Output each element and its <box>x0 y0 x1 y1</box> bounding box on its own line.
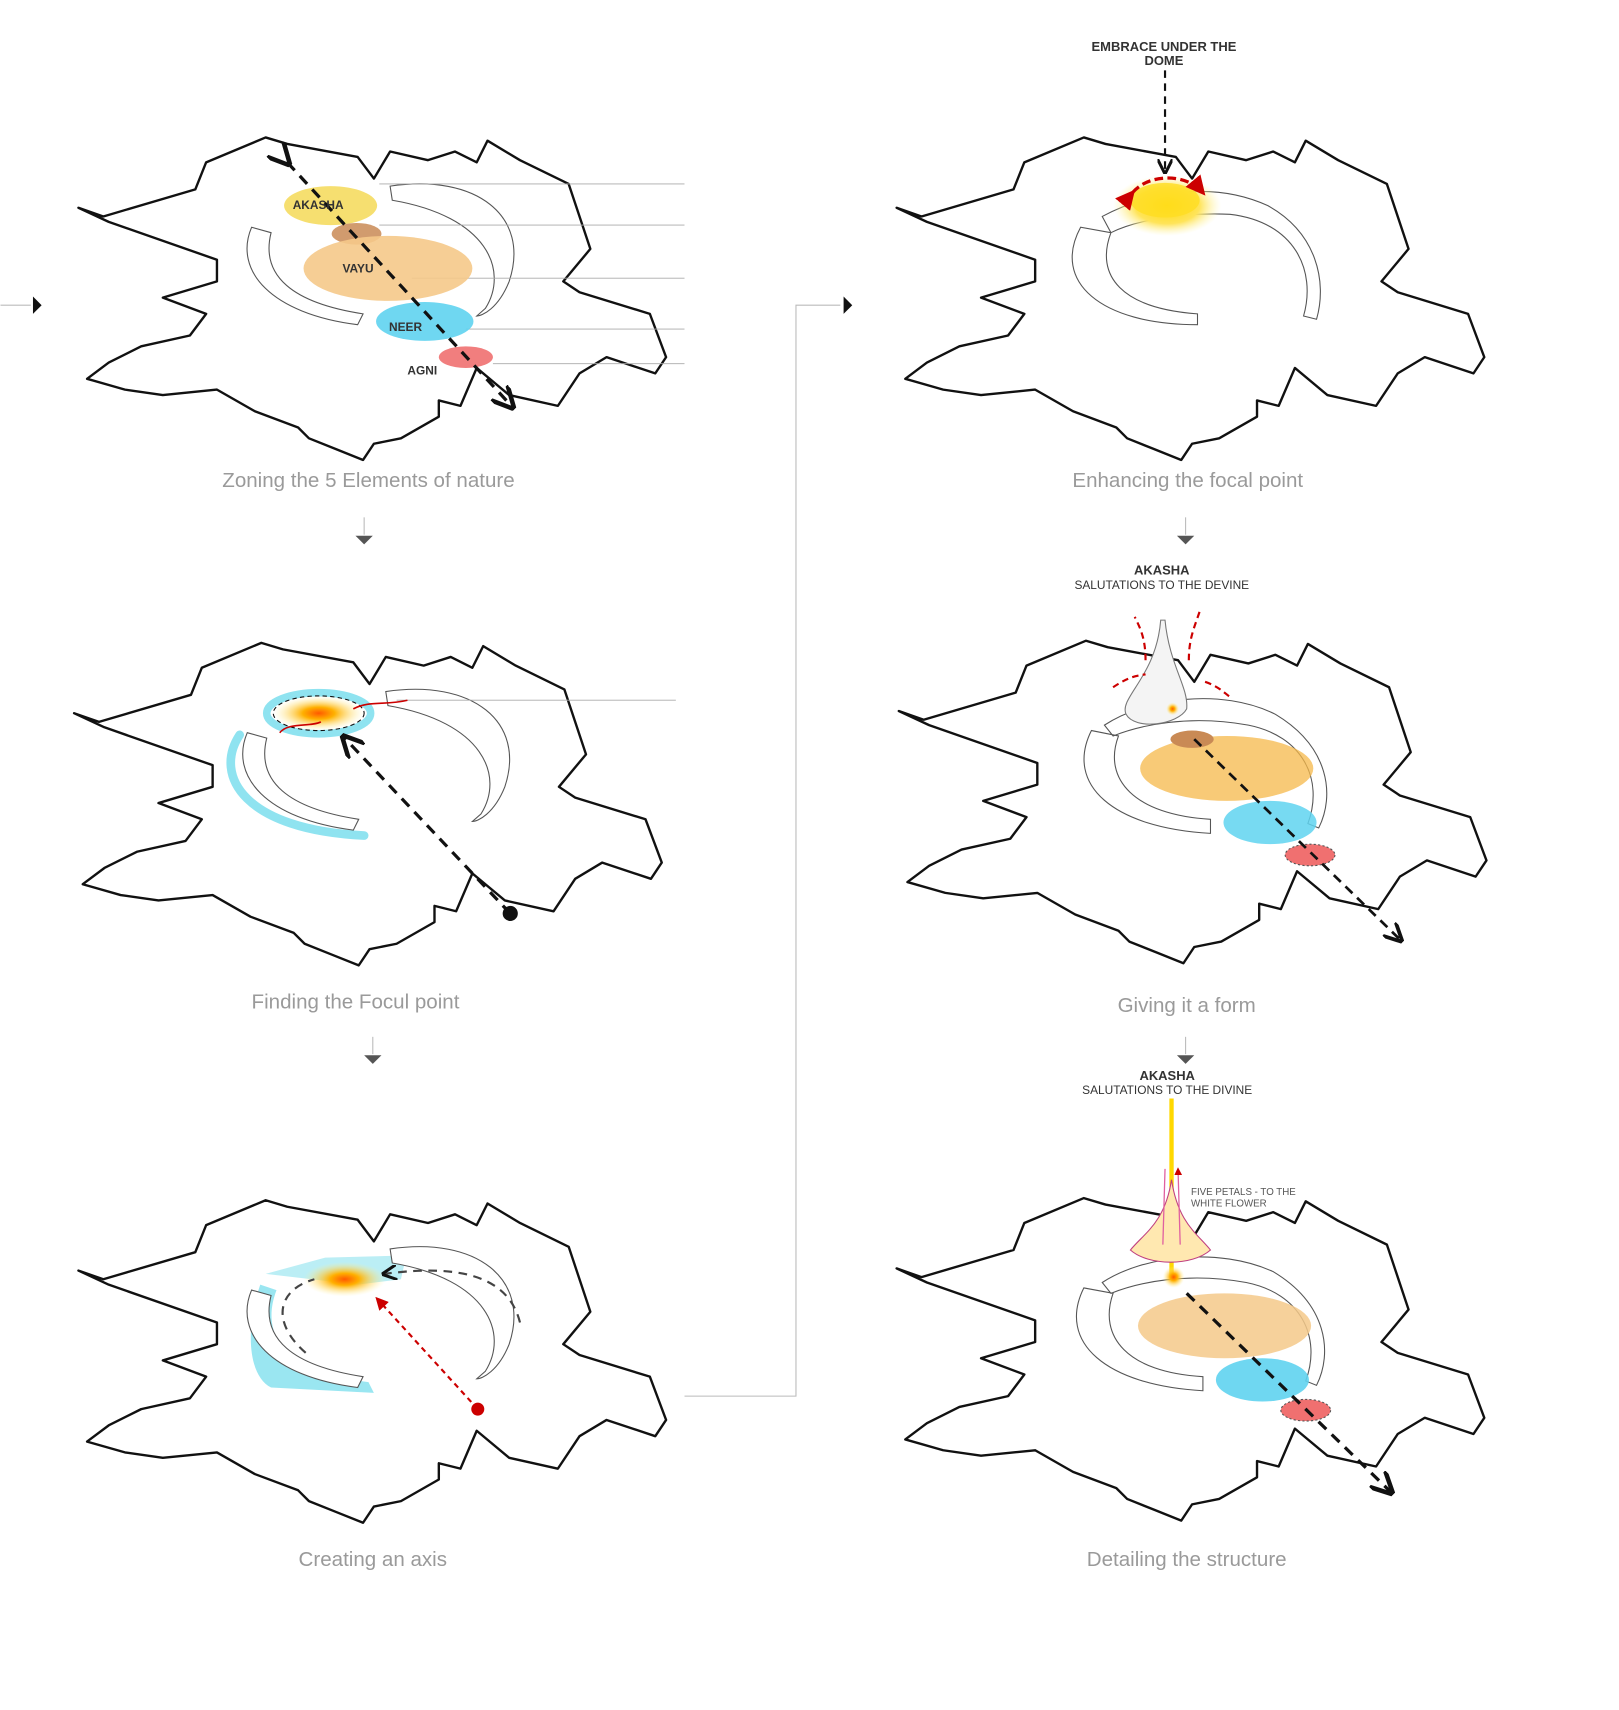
heading: AKASHA <box>1134 563 1190 578</box>
element-label: NEER <box>389 320 422 334</box>
note: DOME <box>1144 53 1183 68</box>
caption: Finding the Focul point <box>252 991 460 1014</box>
subheading: SALUTATIONS TO THE DEVINE <box>1074 578 1249 592</box>
panel-detail: AKASHA SALUTATIONS TO THE DIVINE FIVE PE… <box>895 1068 1486 1571</box>
caption: Enhancing the focal point <box>1072 469 1303 492</box>
element-label: AKASHA <box>293 198 344 212</box>
subheading: SALUTATIONS TO THE DIVINE <box>1082 1083 1252 1097</box>
caption: Giving it a form <box>1118 994 1256 1017</box>
note: WHITE FLOWER <box>1191 1199 1267 1210</box>
panel-focal: Finding the Focul point <box>72 641 676 1014</box>
note: FIVE PETALS - TO THE <box>1191 1187 1296 1198</box>
panel-axis: Creating an axis <box>77 1199 668 1571</box>
panel-form: AKASHA SALUTATIONS TO THE DEVINE Giving … <box>897 563 1488 1017</box>
connectors <box>0 296 1195 1397</box>
note: EMBRACE UNDER THE <box>1092 39 1237 54</box>
element-label: VAYU <box>342 262 373 276</box>
element-label: AGNI <box>407 363 437 377</box>
caption: Detailing the structure <box>1087 1548 1287 1571</box>
caption: Zoning the 5 Elements of nature <box>222 469 514 492</box>
panel-enhance: EMBRACE UNDER THE DOME Enhancing the foc… <box>895 39 1486 492</box>
heading: AKASHA <box>1139 1068 1195 1083</box>
caption: Creating an axis <box>299 1548 447 1571</box>
panel-zoning: AKASHA VAYU NEER AGNI Zoning the 5 Eleme… <box>77 136 685 492</box>
